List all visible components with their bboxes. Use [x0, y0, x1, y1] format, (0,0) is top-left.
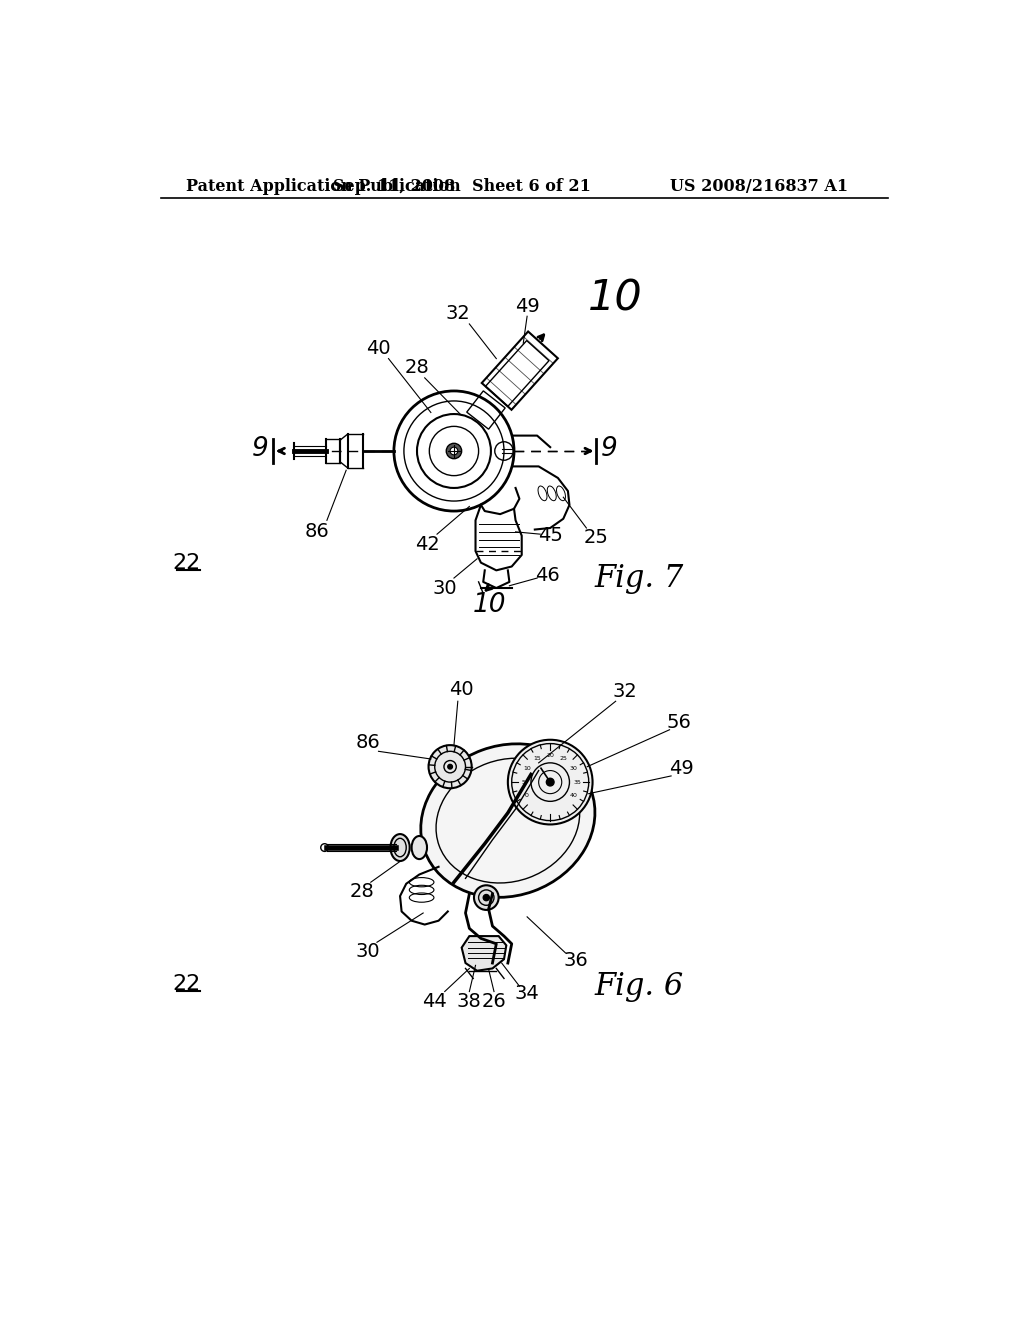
Ellipse shape: [421, 744, 595, 898]
Text: Patent Application Publication: Patent Application Publication: [186, 178, 461, 195]
Text: 0: 0: [525, 793, 528, 799]
Text: 25: 25: [560, 756, 567, 762]
Polygon shape: [462, 936, 506, 970]
Text: 30: 30: [355, 942, 380, 961]
Text: 10: 10: [588, 277, 643, 319]
Text: Fig. 7: Fig. 7: [594, 562, 683, 594]
Text: 28: 28: [404, 358, 429, 378]
Circle shape: [429, 744, 472, 788]
Text: 46: 46: [536, 566, 560, 585]
Text: 32: 32: [445, 305, 470, 323]
Text: Fig. 6: Fig. 6: [594, 970, 683, 1002]
Circle shape: [451, 447, 458, 455]
Text: US 2008/216837 A1: US 2008/216837 A1: [670, 178, 848, 195]
Text: 49: 49: [669, 759, 693, 777]
Text: 25: 25: [584, 528, 609, 546]
Text: 56: 56: [667, 713, 691, 731]
Text: 40: 40: [450, 680, 474, 700]
Text: 44: 44: [422, 993, 447, 1011]
Text: 9: 9: [252, 437, 268, 462]
Circle shape: [446, 444, 462, 459]
Text: 5: 5: [521, 780, 525, 784]
Text: 10: 10: [473, 591, 506, 618]
Text: 40: 40: [367, 339, 391, 358]
Text: 28: 28: [349, 882, 374, 902]
Text: 20: 20: [546, 752, 554, 758]
Text: 38: 38: [457, 993, 481, 1011]
Circle shape: [508, 739, 593, 825]
Text: 15: 15: [532, 756, 541, 762]
Text: 30: 30: [569, 766, 578, 771]
Text: 45: 45: [538, 527, 562, 545]
Circle shape: [474, 886, 499, 909]
Text: 35: 35: [573, 780, 581, 784]
Text: 22: 22: [172, 553, 200, 573]
Text: 32: 32: [612, 681, 637, 701]
Text: 34: 34: [515, 985, 540, 1003]
Text: 86: 86: [355, 733, 380, 751]
Circle shape: [447, 764, 453, 770]
Text: 36: 36: [563, 952, 588, 970]
Text: 42: 42: [415, 536, 439, 554]
Text: 49: 49: [515, 297, 540, 315]
Circle shape: [321, 843, 329, 851]
Circle shape: [547, 779, 554, 785]
Text: 22: 22: [172, 974, 200, 994]
Text: Sep. 11, 2008   Sheet 6 of 21: Sep. 11, 2008 Sheet 6 of 21: [333, 178, 591, 195]
Text: 40: 40: [569, 793, 578, 799]
Circle shape: [483, 895, 489, 900]
Text: 30: 30: [432, 578, 457, 598]
Ellipse shape: [390, 834, 410, 861]
Ellipse shape: [412, 836, 427, 859]
Text: 9: 9: [601, 437, 617, 462]
Text: 10: 10: [523, 766, 530, 771]
Text: 26: 26: [481, 993, 507, 1011]
Text: 86: 86: [304, 523, 330, 541]
